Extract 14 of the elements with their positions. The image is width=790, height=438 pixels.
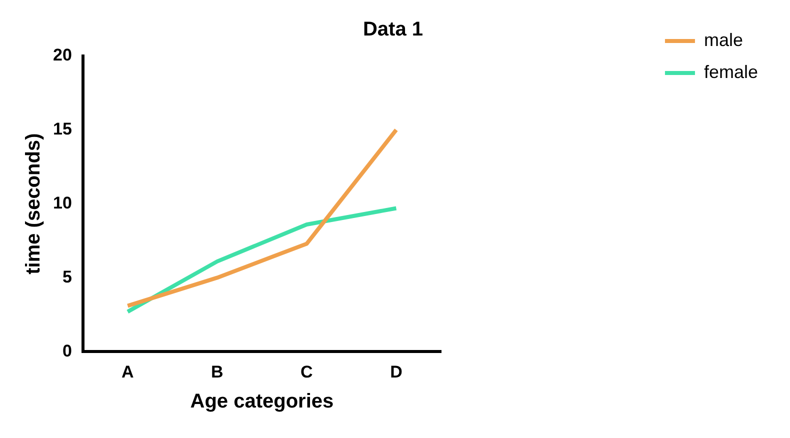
- chart-title: Data 1: [362, 18, 424, 41]
- y-axis-title: time (seconds): [22, 133, 45, 274]
- x-tick-label: D: [390, 362, 402, 382]
- legend-label: male: [704, 30, 743, 50]
- x-tick-label: B: [211, 362, 224, 382]
- y-tick-label: 5: [62, 267, 72, 286]
- legend-label: female: [704, 62, 758, 82]
- y-tick-label: 0: [62, 341, 72, 360]
- y-tick-label: 10: [52, 193, 72, 212]
- y-tick-label: 20: [52, 46, 72, 65]
- x-tick-label: A: [122, 362, 134, 382]
- x-tick-label: C: [300, 362, 313, 382]
- y-tick-label: 15: [52, 120, 72, 139]
- x-axis-title: Age categories: [190, 390, 334, 413]
